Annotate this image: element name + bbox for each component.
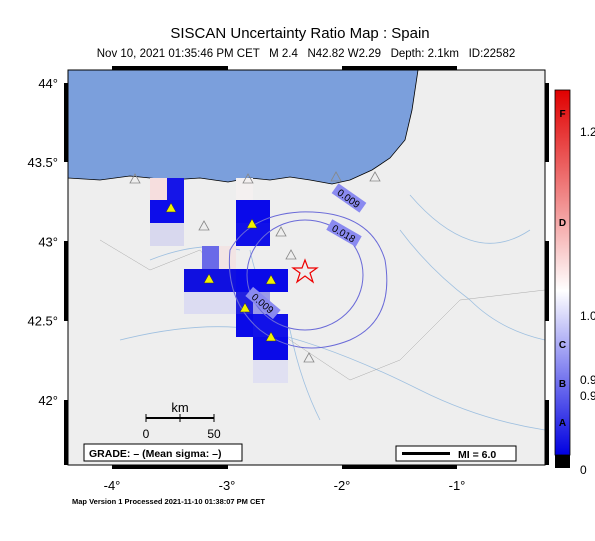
lat-label: 44°: [38, 76, 58, 91]
frame-ticks: [64, 66, 549, 469]
lat-label: 42.5°: [27, 314, 58, 329]
epicenter: [291, 258, 319, 284]
scale-unit: km: [171, 400, 188, 415]
lon-label: -4°: [104, 478, 121, 493]
colorbar-cap: [555, 455, 570, 468]
lat-label: 42°: [38, 393, 58, 408]
grade: GRADE: – (Mean sigma: –): [89, 448, 221, 460]
title: SISCAN Uncertainty Ratio Map : Spain: [170, 25, 429, 42]
colorbar-labels: F D C B A 1.2 1.0 0.9 0.9 0: [559, 109, 595, 477]
borders: [99, 239, 545, 381]
contour-label-boxes: [245, 183, 367, 320]
colorbar-value: 0.9: [580, 389, 595, 403]
lon-label: -1°: [449, 478, 466, 493]
lat-label: 43°: [38, 234, 58, 249]
scale-start: 0: [143, 427, 150, 441]
grade-letter: D: [559, 218, 566, 229]
lon-label: -2°: [334, 478, 351, 493]
stations: [165, 202, 277, 342]
scale-bar: km 0 50: [143, 400, 221, 441]
footer: Map Version 1 Processed 2021-11-10 01:38…: [72, 497, 265, 506]
stations-other: [129, 171, 381, 363]
grade-letter: F: [559, 109, 565, 120]
colorbar: [554, 89, 571, 456]
colorbar-value: 0.9: [580, 373, 595, 387]
intensity: MI = 6.0: [458, 449, 496, 461]
intensity-box: [395, 445, 517, 462]
lon-labels: -4° -3° -2° -1°: [104, 478, 466, 493]
lat-label: 43.5°: [27, 155, 58, 170]
grade-letter: A: [559, 418, 566, 429]
grade-letter: C: [559, 340, 566, 351]
colorbar-value: 1.2: [580, 125, 595, 139]
sea: [68, 70, 419, 185]
grid-cells: [150, 178, 288, 383]
lon-label: -3°: [219, 478, 236, 493]
scale-end: 50: [207, 427, 221, 441]
grade-box: [83, 443, 243, 462]
colorbar-value: 1.0: [580, 309, 595, 323]
lat-labels: 44° 43.5° 43° 42.5° 42°: [27, 76, 58, 408]
contours: [228, 211, 388, 349]
subtitle: Nov 10, 2021 01:35:46 PM CET M 2.4 N42.8…: [97, 48, 516, 60]
colorbar-value: 0: [580, 463, 587, 477]
map-area: 0.009 0.018 0.009: [68, 70, 545, 465]
grade-letter: B: [559, 379, 566, 390]
